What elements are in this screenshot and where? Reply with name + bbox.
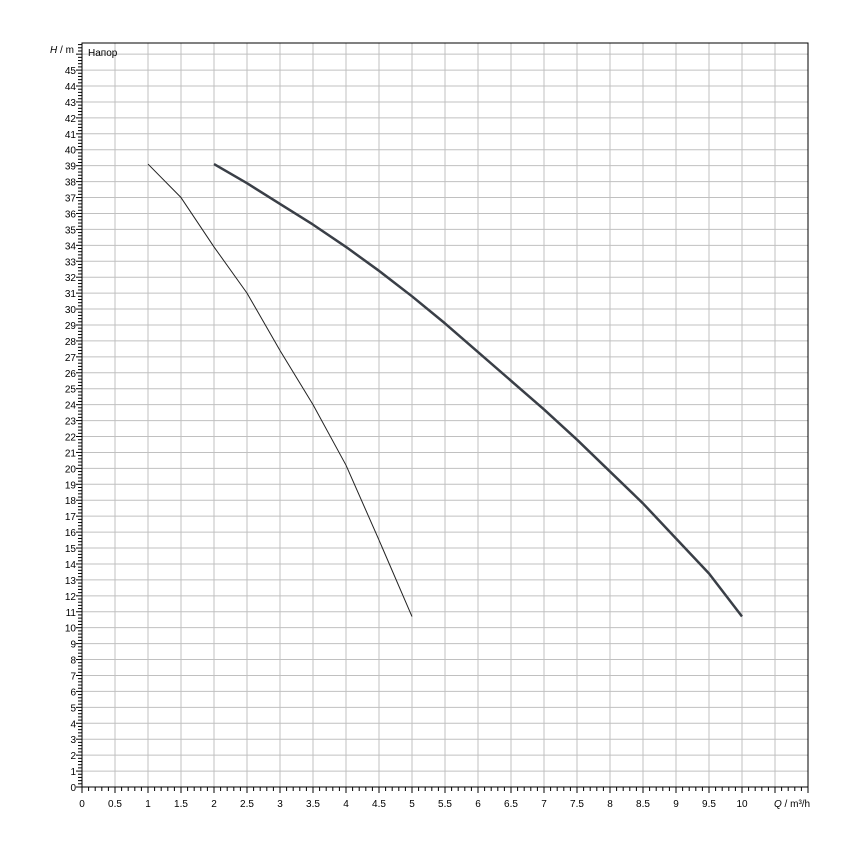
x-tick-label: 4.5	[372, 799, 386, 810]
x-axis-label: Q / m³/h	[774, 799, 810, 810]
y-tick-label: 1	[70, 767, 76, 778]
y-tick-label: 3	[70, 735, 76, 746]
y-tick-label: 9	[70, 640, 76, 651]
y-tick-label: 4	[70, 719, 76, 730]
y-tick-label: 27	[65, 353, 77, 364]
y-tick-label: 5	[70, 703, 76, 714]
x-tick-label: 4	[343, 799, 349, 810]
y-tick-label: 40	[65, 146, 77, 157]
y-tick-label: 37	[65, 194, 77, 205]
y-tick-label: 8	[70, 656, 76, 667]
y-tick-label: 12	[65, 592, 77, 603]
y-tick-label: 45	[65, 66, 77, 77]
y-tick-label: 43	[65, 98, 77, 109]
x-tick-label: 8	[607, 799, 613, 810]
y-tick-label: 39	[65, 162, 77, 173]
y-tick-label: 19	[65, 480, 77, 491]
y-tick-label: 44	[65, 82, 77, 93]
x-tick-label: 2	[211, 799, 217, 810]
y-tick-label: 24	[65, 401, 77, 412]
y-tick-label: 21	[65, 448, 77, 459]
y-tick-label: 31	[65, 289, 77, 300]
y-tick-label: 11	[66, 608, 77, 619]
x-tick-label: 8.5	[636, 799, 650, 810]
x-tick-label: 7.5	[570, 799, 584, 810]
y-tick-label: 22	[65, 433, 77, 444]
x-tick-label: 2.5	[240, 799, 254, 810]
y-tick-label: 16	[65, 528, 77, 539]
x-tick-label: 1	[145, 799, 151, 810]
y-tick-label: 15	[65, 544, 77, 555]
y-tick-label: 6	[70, 687, 76, 698]
y-tick-label: 32	[65, 273, 77, 284]
x-tick-label: 6.5	[504, 799, 518, 810]
x-tick-label: 9	[673, 799, 679, 810]
x-tick-label: 5	[409, 799, 415, 810]
y-tick-label: 29	[65, 321, 77, 332]
y-tick-label: 7	[70, 671, 76, 682]
y-tick-label: 13	[65, 576, 77, 587]
y-tick-label: 25	[65, 385, 77, 396]
y-tick-label: 30	[65, 305, 77, 316]
y-tick-label: 23	[65, 417, 77, 428]
y-tick-label: 18	[65, 496, 77, 507]
y-tick-label: 36	[65, 209, 77, 220]
y-tick-label: 38	[65, 178, 77, 189]
y-tick-label: 2	[70, 751, 76, 762]
x-tick-label: 6	[475, 799, 481, 810]
y-tick-label: 20	[65, 464, 77, 475]
y-tick-label: 35	[65, 225, 77, 236]
y-tick-label: 42	[65, 114, 77, 125]
y-tick-label: 0	[70, 783, 76, 794]
x-tick-label: 3	[277, 799, 283, 810]
x-tick-label: 7	[541, 799, 547, 810]
x-tick-label: 5.5	[438, 799, 452, 810]
x-tick-label: 1.5	[174, 799, 188, 810]
y-tick-label: 26	[65, 369, 77, 380]
x-tick-label: 9.5	[702, 799, 716, 810]
y-tick-label: 14	[65, 560, 77, 571]
x-tick-label: 0.5	[108, 799, 122, 810]
y-tick-label: 28	[65, 337, 77, 348]
x-tick-label: 10	[736, 799, 748, 810]
y-tick-label: 10	[65, 624, 77, 635]
curve-1	[147, 163, 413, 617]
y-tick-label: 17	[65, 512, 77, 523]
x-tick-label: 3.5	[306, 799, 320, 810]
y-tick-label: 33	[65, 257, 77, 268]
y-tick-label: 34	[65, 241, 77, 252]
y-tick-label: 41	[65, 130, 77, 141]
series-label: Напор	[88, 48, 118, 59]
y-axis-label: H / m	[50, 45, 74, 56]
x-tick-label: 0	[79, 799, 85, 810]
curve-2	[213, 162, 743, 618]
